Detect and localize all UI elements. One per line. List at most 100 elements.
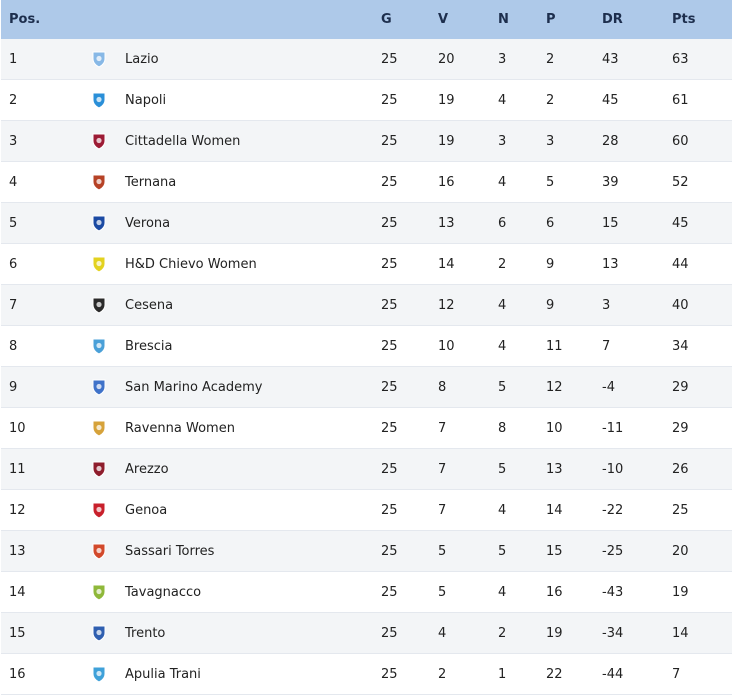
wins: 7 — [438, 461, 447, 477]
goal-difference: -22 — [602, 502, 624, 518]
draws: 6 — [498, 215, 507, 231]
wins: 19 — [438, 133, 455, 149]
header-dr[interactable]: DR — [602, 12, 623, 27]
losses: 22 — [546, 666, 563, 682]
wins: 7 — [438, 420, 447, 436]
points: 34 — [672, 338, 689, 354]
table-row[interactable]: 6 H&D Chievo Women 25 14 2 9 13 44 — [1, 244, 732, 285]
goal-difference: -4 — [602, 379, 615, 395]
verona-crest-icon — [92, 215, 106, 232]
team-name-link[interactable]: Tavagnacco — [125, 584, 202, 600]
games-played: 25 — [381, 502, 398, 518]
team-name-link[interactable]: Ternana — [125, 174, 177, 190]
table-row[interactable]: 7 Cesena 25 12 4 9 3 40 — [1, 285, 732, 326]
team-name-link[interactable]: Brescia — [125, 338, 173, 354]
team-name-link[interactable]: Napoli — [125, 92, 167, 108]
header-pts[interactable]: Pts — [672, 12, 696, 27]
table-row[interactable]: 2 Napoli 25 19 4 2 45 61 — [1, 80, 732, 121]
table-row[interactable]: 1 Lazio 25 20 3 2 43 63 — [1, 39, 732, 80]
goal-difference: -25 — [602, 543, 624, 559]
table-row[interactable]: 10 Ravenna Women 25 7 8 10 -11 29 — [1, 408, 732, 449]
team-name-link[interactable]: H&D Chievo Women — [125, 256, 257, 272]
games-played: 25 — [381, 379, 398, 395]
losses: 10 — [546, 420, 563, 436]
team-name-link[interactable]: Ravenna Women — [125, 420, 235, 436]
table-row[interactable]: 15 Trento 25 4 2 19 -34 14 — [1, 613, 732, 654]
row-position: 12 — [9, 502, 26, 518]
arezzo-crest-icon — [92, 461, 106, 478]
draws: 4 — [498, 174, 507, 190]
losses: 9 — [546, 297, 555, 313]
losses: 15 — [546, 543, 563, 559]
row-position: 8 — [9, 338, 18, 354]
wins: 2 — [438, 666, 447, 682]
losses: 13 — [546, 461, 563, 477]
header-p[interactable]: P — [546, 12, 556, 27]
points: 60 — [672, 133, 689, 149]
points: 20 — [672, 543, 689, 559]
team-name-link[interactable]: Genoa — [125, 502, 168, 518]
team-logo-cell — [81, 214, 117, 232]
table-row[interactable]: 16 Apulia Trani 25 2 1 22 -44 7 — [1, 654, 732, 695]
row-position: 9 — [9, 379, 18, 395]
ravenna-crest-icon — [92, 420, 106, 437]
team-name-link[interactable]: Lazio — [125, 51, 159, 67]
wins: 20 — [438, 51, 455, 67]
wins: 4 — [438, 625, 447, 641]
team-name-link[interactable]: Cesena — [125, 297, 174, 313]
table-row[interactable]: 9 San Marino Academy 25 8 5 12 -4 29 — [1, 367, 732, 408]
trento-crest-icon — [92, 625, 106, 642]
row-position: 14 — [9, 584, 26, 600]
losses: 2 — [546, 51, 555, 67]
table-row[interactable]: 12 Genoa 25 7 4 14 -22 25 — [1, 490, 732, 531]
team-logo-cell — [81, 419, 117, 437]
losses: 3 — [546, 133, 555, 149]
draws: 1 — [498, 666, 507, 682]
team-logo-cell — [81, 624, 117, 642]
team-name-link[interactable]: Arezzo — [125, 461, 169, 477]
draws: 4 — [498, 502, 507, 518]
losses: 16 — [546, 584, 563, 600]
table-row[interactable]: 11 Arezzo 25 7 5 13 -10 26 — [1, 449, 732, 490]
team-logo-cell — [81, 337, 117, 355]
team-name-link[interactable]: Verona — [125, 215, 171, 231]
points: 29 — [672, 420, 689, 436]
team-name-link[interactable]: Apulia Trani — [125, 666, 201, 682]
team-name-link[interactable]: Cittadella Women — [125, 133, 241, 149]
table-row[interactable]: 13 Sassari Torres 25 5 5 15 -25 20 — [1, 531, 732, 572]
losses: 6 — [546, 215, 555, 231]
header-v[interactable]: V — [438, 12, 449, 27]
draws: 3 — [498, 51, 507, 67]
team-name-link[interactable]: Sassari Torres — [125, 543, 215, 559]
points: 45 — [672, 215, 689, 231]
wins: 5 — [438, 543, 447, 559]
goal-difference: 45 — [602, 92, 619, 108]
team-name-link[interactable]: San Marino Academy — [125, 379, 263, 395]
team-logo-cell — [81, 173, 117, 191]
header-g[interactable]: G — [381, 12, 392, 27]
draws: 4 — [498, 584, 507, 600]
points: 29 — [672, 379, 689, 395]
games-played: 25 — [381, 174, 398, 190]
row-position: 10 — [9, 420, 26, 436]
points: 61 — [672, 92, 689, 108]
table-row[interactable]: 3 Cittadella Women 25 19 3 3 28 60 — [1, 121, 732, 162]
table-row[interactable]: 5 Verona 25 13 6 6 15 45 — [1, 203, 732, 244]
draws: 4 — [498, 338, 507, 354]
table-row[interactable]: 14 Tavagnacco 25 5 4 16 -43 19 — [1, 572, 732, 613]
team-name-link[interactable]: Trento — [125, 625, 166, 641]
table-row[interactable]: 4 Ternana 25 16 4 5 39 52 — [1, 162, 732, 203]
goal-difference: 39 — [602, 174, 619, 190]
points: 7 — [672, 666, 681, 682]
header-n[interactable]: N — [498, 12, 509, 27]
table-row[interactable]: 8 Brescia 25 10 4 11 7 34 — [1, 326, 732, 367]
goal-difference: -11 — [602, 420, 624, 436]
wins: 10 — [438, 338, 455, 354]
ternana-crest-icon — [92, 174, 106, 191]
points: 19 — [672, 584, 689, 600]
sassari-torres-crest-icon — [92, 543, 106, 560]
wins: 7 — [438, 502, 447, 518]
losses: 2 — [546, 92, 555, 108]
wins: 5 — [438, 584, 447, 600]
